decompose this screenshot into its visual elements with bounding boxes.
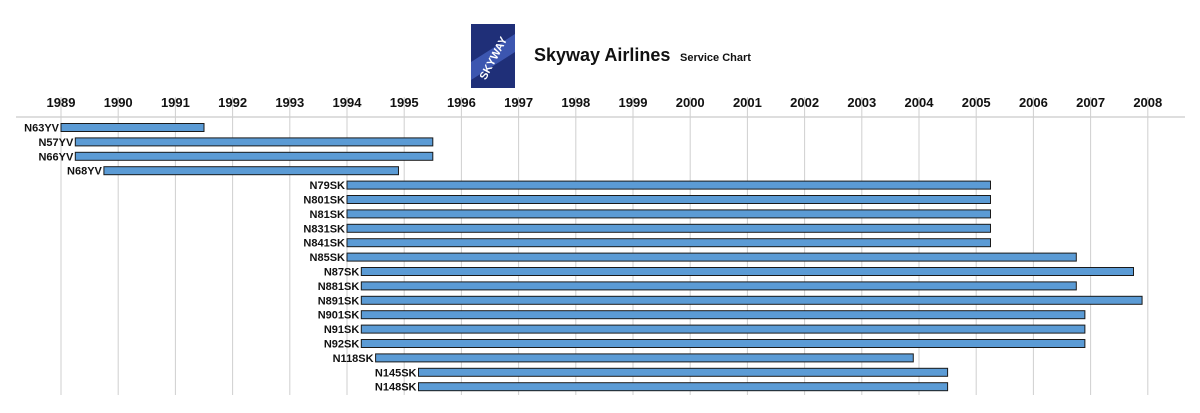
x-tick-label: 1998 [561, 95, 590, 110]
aircraft-label: N79SK [310, 180, 346, 192]
service-bar [103, 166, 399, 176]
bars [60, 123, 1143, 392]
x-tick-label: 1991 [161, 95, 190, 110]
service-bar [74, 151, 434, 161]
aircraft-label: N68YV [67, 166, 103, 178]
service-bar [375, 353, 914, 363]
aircraft-label: N891SK [318, 295, 360, 307]
aircraft-label: N145SK [375, 367, 417, 379]
x-tick-label: 2004 [905, 95, 935, 110]
x-tick-label: 2007 [1076, 95, 1105, 110]
service-bar [346, 223, 991, 233]
x-tick-label: 1992 [218, 95, 247, 110]
x-tick-label: 1994 [333, 95, 363, 110]
x-tick-label: 1999 [619, 95, 648, 110]
aircraft-label: N118SK [333, 353, 374, 365]
aircraft-label: N831SK [303, 223, 345, 235]
x-tick-label: 2000 [676, 95, 705, 110]
x-tick-label: 1995 [390, 95, 419, 110]
aircraft-label: N801SK [303, 195, 345, 207]
aircraft-label: N85SK [310, 252, 346, 264]
service-bar [346, 180, 991, 190]
service-bar [360, 339, 1086, 348]
aircraft-label: N87SK [324, 267, 360, 279]
service-bar [360, 281, 1077, 291]
aircraft-label: N92SK [324, 339, 360, 351]
service-bar [60, 123, 205, 132]
x-tick-label: 2003 [847, 95, 876, 110]
aircraft-label: N63YV [24, 123, 60, 135]
service-bar [360, 324, 1086, 334]
x-tick-label: 2002 [790, 95, 819, 110]
x-tick-label: 1997 [504, 95, 533, 110]
service-bar [346, 209, 991, 219]
aircraft-label: N66YV [38, 151, 74, 163]
service-bar [346, 195, 991, 204]
aircraft-label: N81SK [310, 209, 346, 221]
aircraft-label: N91SK [324, 324, 360, 336]
aircraft-label: N901SK [318, 310, 360, 322]
aircraft-label: N841SK [303, 238, 345, 250]
service-bar [74, 137, 434, 147]
service-bar [418, 367, 949, 377]
aircraft-label: N57YV [38, 137, 74, 149]
service-bar [418, 382, 949, 392]
row-labels: N63YV N57YV N66YV N68YV N79SK N801SK N81SK N831… [24, 123, 416, 394]
service-bar [346, 252, 1077, 262]
service-bar [360, 267, 1134, 276]
aircraft-label: N148SK [375, 382, 417, 394]
x-tick-label: 2006 [1019, 95, 1048, 110]
x-tick-label: 1990 [104, 95, 133, 110]
skyway-logo: SKYWAY [471, 24, 515, 88]
aircraft-label: N881SK [318, 281, 360, 293]
x-tick-label: 2001 [733, 95, 762, 110]
service-bar [360, 310, 1086, 320]
chart-title: Skyway Airlines [534, 45, 670, 65]
chart-subtitle: Service Chart [680, 52, 751, 64]
x-tick-labels: 1989 1990 1991 1992 1993 1994 1995 1996 1997 1998… [47, 95, 1163, 110]
x-tick-label: 1993 [275, 95, 304, 110]
x-tick-label: 2008 [1133, 95, 1162, 110]
x-tick-label: 1989 [47, 95, 76, 110]
x-tick-label: 1996 [447, 95, 476, 110]
x-tick-label: 2005 [962, 95, 991, 110]
service-bar [346, 238, 991, 248]
service-bar [360, 295, 1143, 305]
